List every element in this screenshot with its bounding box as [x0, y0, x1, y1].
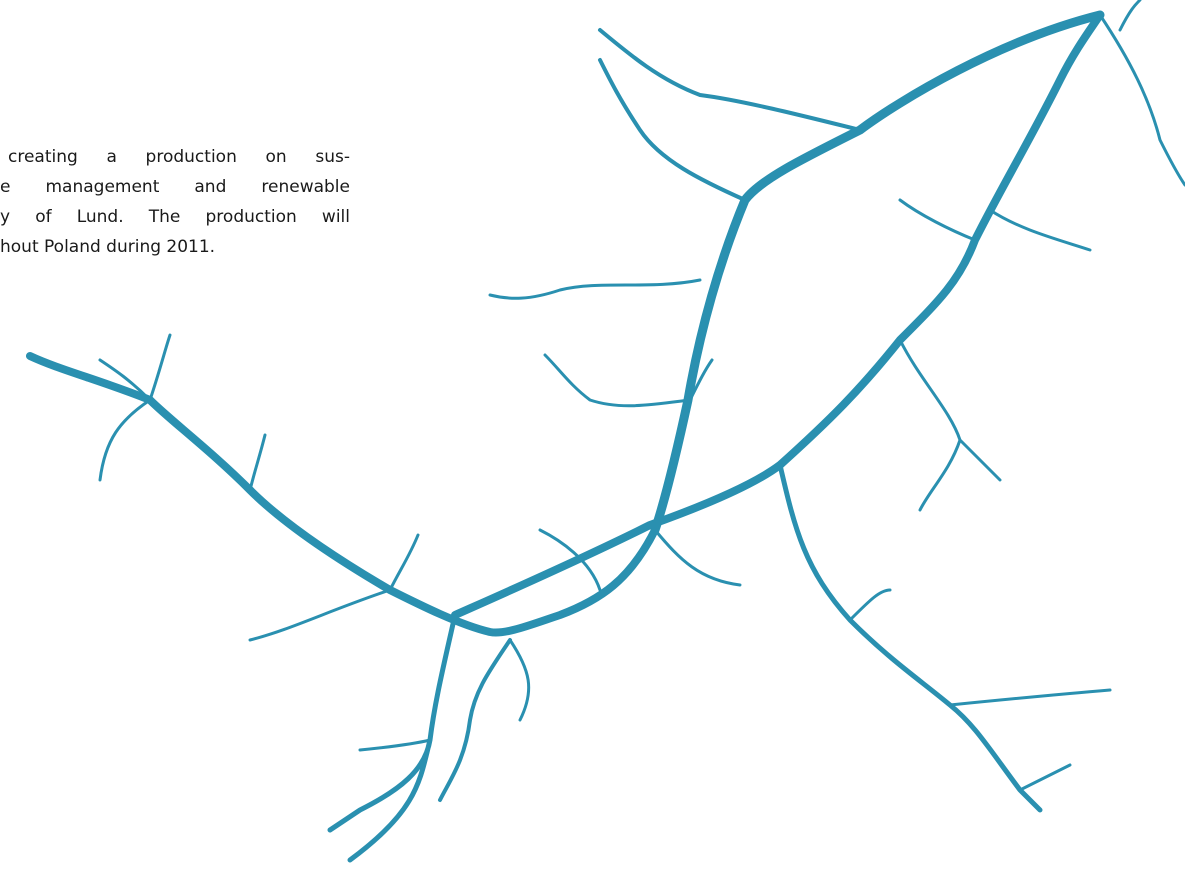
text-line: e management and renewable — [0, 172, 350, 202]
branch-illustration — [0, 0, 1185, 876]
text-line: creating a production on sus- — [8, 142, 350, 172]
text-line: hout Poland during 2011. — [0, 232, 215, 262]
page: creating a production on sus- e manageme… — [0, 0, 1185, 876]
text-line: y of Lund. The production will — [0, 202, 350, 232]
branches — [30, 0, 1185, 860]
